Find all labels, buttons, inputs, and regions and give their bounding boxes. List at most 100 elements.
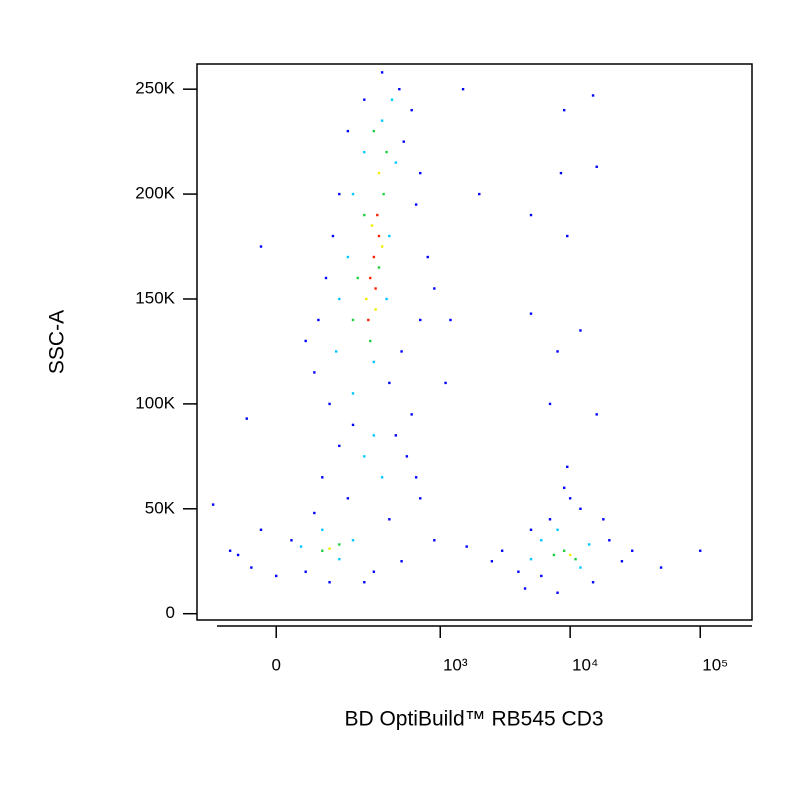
y-tick-label: 100K	[135, 393, 175, 412]
event-point	[529, 557, 533, 561]
event-point	[587, 543, 591, 546]
event-point	[250, 566, 253, 569]
event-point	[591, 581, 595, 584]
event-point	[608, 539, 611, 542]
event-point	[321, 476, 324, 479]
event-point	[299, 545, 303, 548]
event-point	[363, 98, 366, 101]
event-point	[334, 350, 338, 353]
event-point	[380, 476, 384, 479]
event-point	[419, 318, 422, 322]
x-axis-label: BD OptiBuild™ RB545 CD3	[344, 708, 603, 731]
event-point	[370, 224, 374, 227]
event-point	[321, 549, 324, 552]
event-point	[400, 350, 403, 353]
event-point	[351, 318, 355, 322]
event-point	[374, 308, 377, 311]
event-point	[579, 329, 582, 332]
event-point	[313, 371, 316, 374]
event-point	[556, 591, 559, 594]
event-point	[410, 413, 413, 416]
event-point	[328, 581, 331, 584]
event-point	[433, 287, 436, 290]
event-point	[321, 528, 324, 531]
event-point	[372, 434, 376, 437]
event-point	[338, 543, 341, 546]
event-point	[394, 161, 397, 164]
event-point	[579, 566, 582, 569]
event-point	[659, 566, 663, 569]
event-point	[699, 549, 702, 552]
event-point	[372, 129, 376, 133]
event-point	[602, 518, 605, 521]
event-point	[376, 213, 379, 217]
event-point	[500, 549, 504, 552]
event-point	[346, 497, 350, 500]
event-point	[563, 486, 566, 490]
event-point	[363, 213, 366, 217]
event-point	[426, 255, 429, 259]
event-point	[398, 87, 401, 91]
event-point	[465, 545, 468, 548]
event-point	[338, 192, 341, 196]
event-point	[365, 297, 368, 301]
event-point	[275, 574, 278, 578]
event-point	[363, 455, 366, 458]
event-point	[548, 518, 552, 521]
event-point	[380, 71, 384, 74]
y-tick-label: 200K	[135, 184, 175, 203]
event-point	[394, 434, 397, 437]
y-tick-label: 250K	[135, 79, 175, 98]
event-point	[595, 413, 598, 416]
event-point	[556, 350, 559, 353]
event-point	[382, 192, 385, 196]
event-point	[400, 560, 403, 563]
plot-frame	[196, 63, 753, 621]
event-point	[313, 511, 316, 515]
event-point	[328, 547, 331, 550]
event-point	[374, 287, 377, 290]
event-point	[372, 255, 376, 259]
event-point	[338, 297, 341, 301]
event-point	[405, 455, 409, 458]
event-point	[377, 234, 381, 238]
event-point	[540, 539, 543, 542]
event-point	[529, 312, 533, 315]
event-point	[556, 528, 559, 531]
event-point	[444, 381, 447, 385]
event-point	[591, 94, 595, 97]
event-point	[304, 570, 307, 573]
event-point	[390, 98, 394, 101]
event-point	[245, 417, 248, 420]
event-point	[563, 549, 566, 552]
event-point	[631, 549, 634, 552]
event-point	[380, 119, 384, 122]
event-point	[351, 539, 355, 542]
event-point	[419, 171, 422, 175]
event-point	[304, 339, 307, 343]
event-point	[410, 108, 413, 112]
event-point	[478, 192, 481, 196]
event-point	[324, 276, 328, 280]
event-point	[461, 87, 465, 91]
event-point	[388, 234, 391, 238]
event-point	[259, 528, 263, 531]
event-point	[552, 553, 556, 557]
event-point	[568, 497, 572, 500]
event-point	[351, 423, 355, 427]
event-point	[363, 581, 366, 584]
x-tick-label: 10⁴	[572, 655, 598, 674]
event-point	[595, 165, 598, 169]
event-point	[211, 503, 215, 506]
event-point	[367, 318, 370, 322]
event-point	[236, 553, 240, 557]
event-point	[566, 465, 569, 469]
event-point	[566, 234, 569, 238]
event-point	[388, 518, 391, 521]
event-point	[402, 140, 405, 143]
event-point	[529, 528, 533, 531]
y-axis-label: SSC-A	[46, 310, 69, 374]
event-point	[574, 557, 577, 561]
event-point	[328, 402, 331, 406]
